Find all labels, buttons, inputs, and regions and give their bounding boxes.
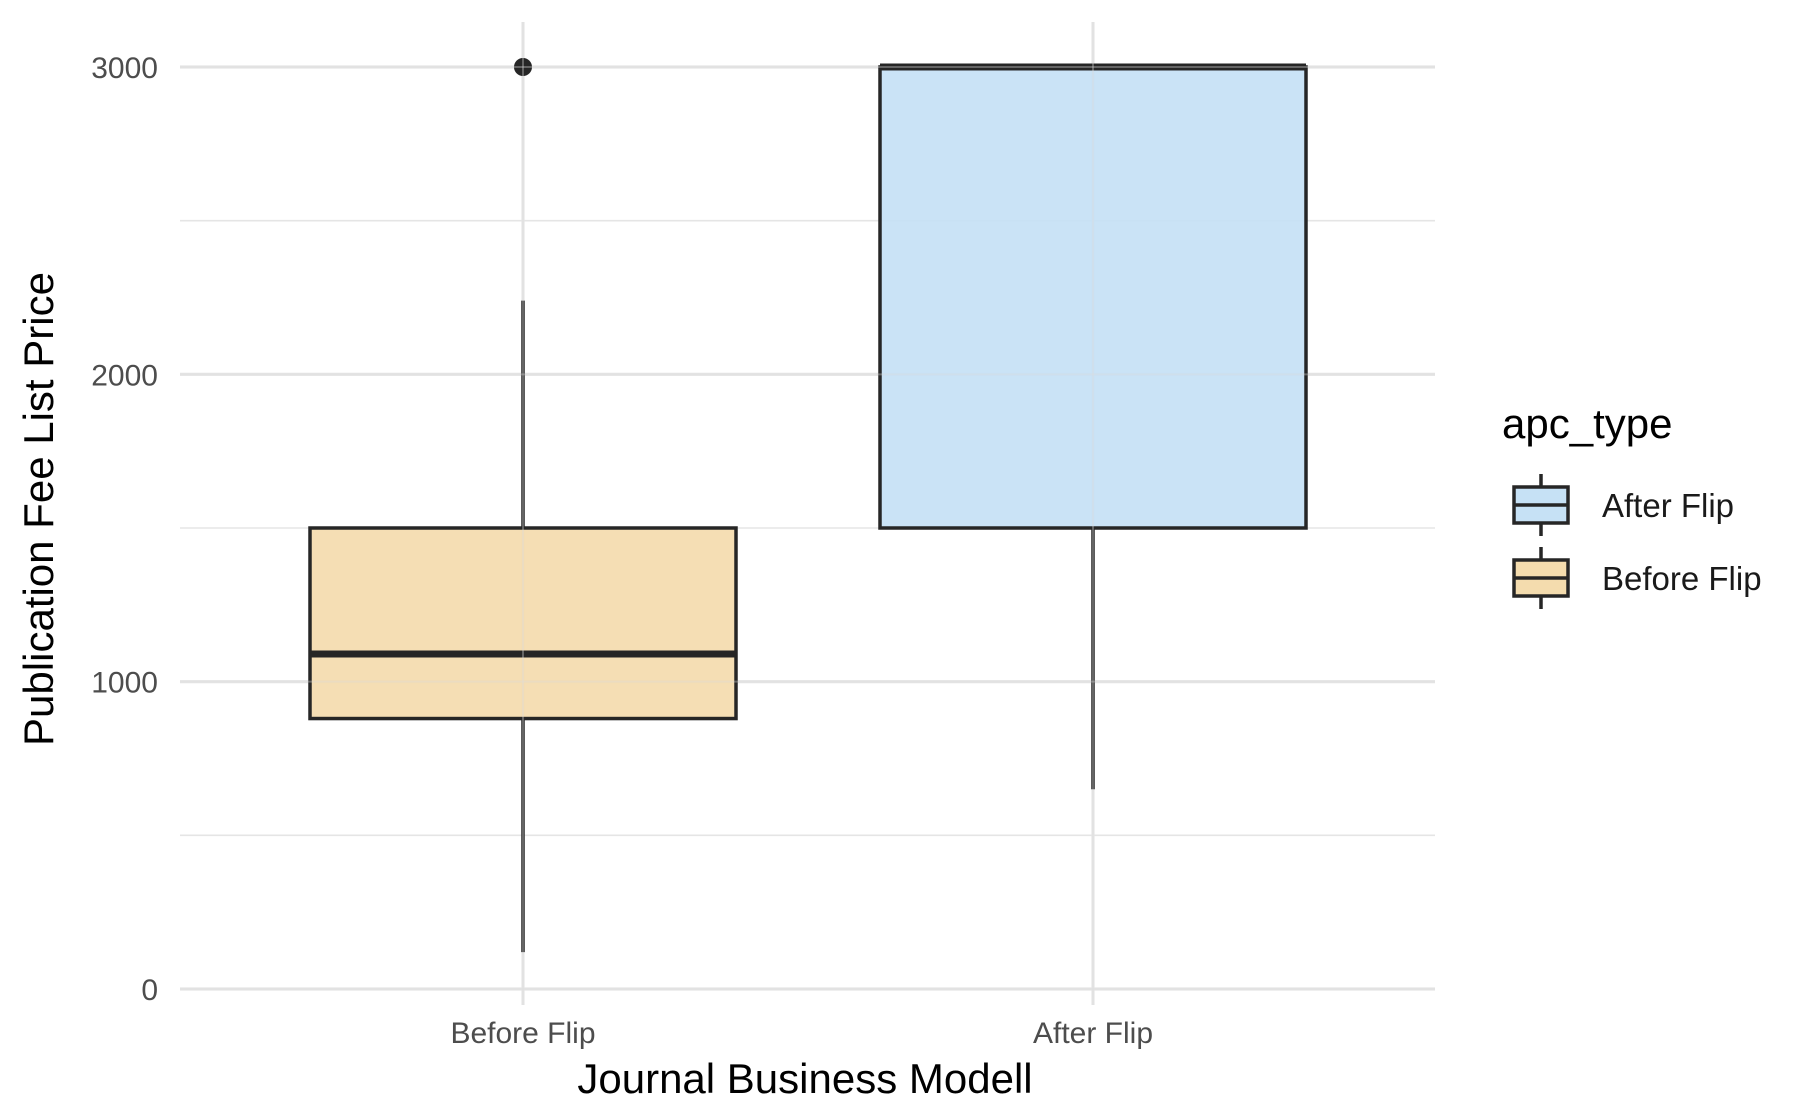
- y-tick-label: 1000: [91, 667, 158, 700]
- legend-label: Before Flip: [1602, 560, 1762, 597]
- legend: apc_type After Flip Before Flip: [1502, 400, 1762, 609]
- x-tick-label: After Flip: [1033, 1017, 1153, 1050]
- y-tick-label: 3000: [91, 52, 158, 85]
- y-tick-label: 2000: [91, 359, 158, 392]
- axes: 0 1000 2000 3000 Before Flip After Flip: [91, 52, 1153, 1050]
- box: [308, 526, 738, 721]
- legend-title: apc_type: [1502, 400, 1672, 447]
- y-axis-title: Publication Fee List Price: [15, 272, 62, 746]
- outlier-point: [514, 58, 532, 76]
- legend-label: After Flip: [1602, 487, 1734, 524]
- boxes: [180, 22, 1435, 1005]
- x-axis-title: Journal Business Modell: [577, 1055, 1032, 1102]
- x-tick-label: Before Flip: [450, 1017, 595, 1050]
- y-tick-label: 0: [141, 974, 158, 1007]
